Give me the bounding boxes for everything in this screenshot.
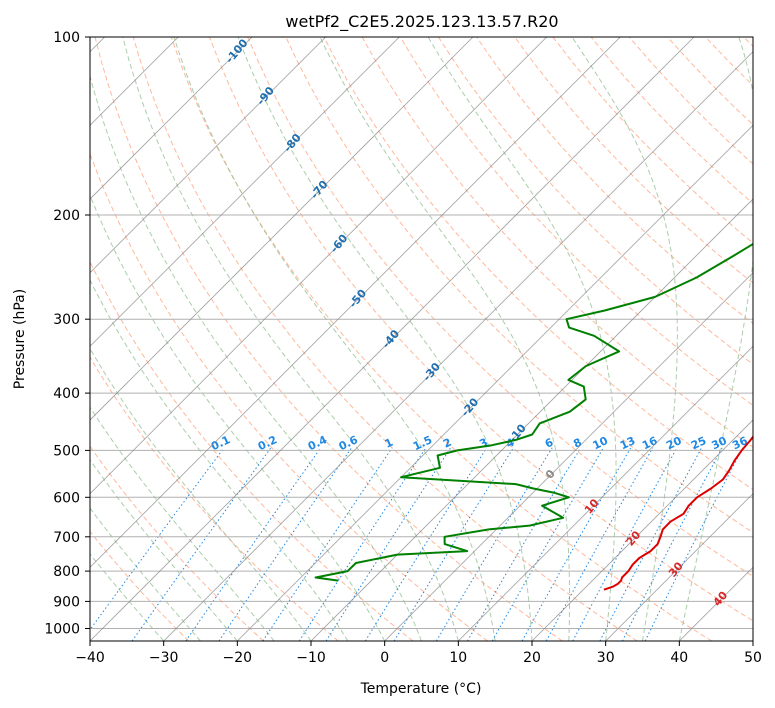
x-tick-label: 0 [380,650,389,666]
y-tick-label: 100 [53,30,80,46]
mixing-ratio-label: 10 [591,434,611,452]
isotherm-line [605,493,753,641]
isotherm-line [384,272,753,641]
isotherm-line [90,37,695,641]
x-tick-label: 50 [744,650,762,666]
mixing-ratio-line [572,447,678,641]
x-tick-label: 30 [597,650,615,666]
chart-title: wetPf2_C2E5.2025.123.13.57.R20 [285,12,558,32]
mixing-ratio-line [185,447,322,641]
isotherm-line [90,37,547,495]
moist-adiabat-line [678,37,753,641]
moist-adiabat-line [90,194,386,641]
y-tick-label: 300 [53,312,80,328]
isotherm-line [310,198,753,641]
isotherm-line [90,37,253,200]
moist-adiabat-line [571,37,678,641]
mixing-ratio-line [218,447,353,641]
mixing-ratio-line [364,447,488,641]
dry-adiabat-line [90,152,488,641]
y-tick-label: 600 [53,490,80,506]
moist-adiabat-line [90,406,275,641]
dry-adiabat-line [399,37,753,407]
mixing-ratio-label: 25 [689,434,708,452]
dry-adiabat-line [94,37,563,641]
pressure-gridlines [90,37,753,629]
mixing-ratio-line [298,447,427,641]
isotherms [90,37,753,641]
dry-adiabat-line [247,37,753,577]
mixing-ratio-line [90,447,225,631]
moist-adiabat-line [173,37,496,641]
mixing-ratio-line [393,447,514,641]
plot-frame [89,36,754,642]
dry-adiabat-line [437,37,753,365]
x-tick-label: 20 [523,650,541,666]
x-tick-label: 10 [449,650,467,666]
isotherm-line [90,37,326,274]
y-tick-label: 700 [53,530,80,546]
x-tick-label: 40 [670,650,688,666]
dry-adiabat-line [90,530,190,641]
moist-adiabat-line [122,37,459,641]
y-tick-label: 500 [53,443,80,459]
dry-adiabat-line [90,356,339,641]
mixing-ratio-line [262,447,393,641]
isotherm-line [90,37,474,421]
moist-adiabat-line [427,37,617,641]
mixing-ratio-line [599,447,703,641]
isotherm-line [458,345,753,641]
y-axis-label: Pressure (hPa) [12,289,28,389]
moist-adiabat-line [237,37,533,641]
dewpoint-profile-line [314,242,753,582]
mixing-ratio-label: 13 [618,434,637,452]
dry-adiabat-line [132,37,638,641]
y-tick-label: 1000 [44,622,80,638]
x-tick-label: −30 [149,650,179,666]
mixing-ratio-label: 30 [710,434,730,452]
y-tick-label: 200 [53,208,80,224]
dry-adiabat-line [514,37,753,284]
dry-adiabat-line [170,37,712,641]
y-tick-label: 800 [53,564,80,580]
x-tick-label: −20 [223,650,253,666]
mixing-ratio-label: 20 [664,434,684,452]
x-tick-label: −10 [296,650,326,666]
sounding-profiles [314,242,753,591]
moist-adiabat-line [319,37,570,641]
mixing-ratio-line [621,447,723,641]
isotherm-line [90,37,400,347]
isotherm-line [163,51,753,641]
axes: −40 −30 −20 −10 0 10 20 30 40 50 100 200 300 400 500 60… [44,30,762,666]
mixing-ratio-line [131,447,272,641]
moist-adiabat-line [90,458,238,641]
dry-adiabat-line [209,37,753,622]
x-axis-label: Temperature (°C) [360,681,482,697]
y-tick-label: 900 [53,594,80,610]
isotherm-line [237,124,753,641]
mixing-ratio-line [325,447,452,641]
temperature-profile-line [603,435,753,591]
isotherm-line [90,37,621,568]
y-tick-label: 400 [53,386,80,402]
dry-adiabat-line [323,37,753,491]
x-tick-label: −40 [75,650,105,666]
mixing-ratio-label: 16 [640,434,660,452]
isotherm-line [531,419,753,641]
dry-adiabat-line [90,445,264,641]
